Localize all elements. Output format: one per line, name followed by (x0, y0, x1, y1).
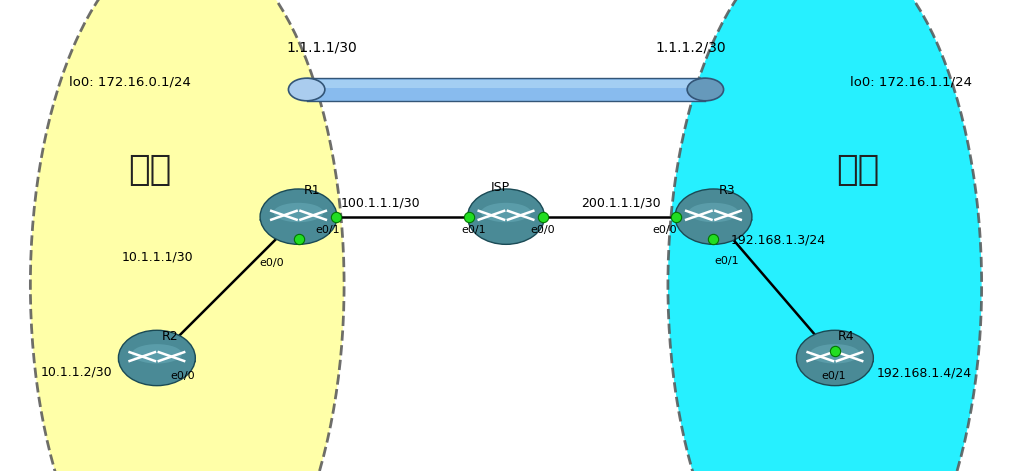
Ellipse shape (118, 330, 195, 386)
Ellipse shape (667, 0, 981, 471)
Text: e0/1: e0/1 (315, 225, 340, 235)
Ellipse shape (796, 330, 872, 386)
Ellipse shape (686, 78, 723, 101)
Text: 192.168.1.3/24: 192.168.1.3/24 (730, 234, 825, 247)
Ellipse shape (131, 344, 182, 364)
Text: 北京: 北京 (836, 153, 879, 187)
Text: e0/0: e0/0 (170, 371, 194, 381)
Ellipse shape (467, 215, 544, 225)
Ellipse shape (687, 203, 738, 222)
Ellipse shape (260, 215, 337, 225)
Text: 上海: 上海 (128, 153, 171, 187)
Point (705, 236, 721, 243)
Ellipse shape (288, 78, 325, 101)
FancyBboxPatch shape (310, 80, 701, 89)
Text: 1.1.1.1/30: 1.1.1.1/30 (286, 40, 357, 54)
Ellipse shape (674, 189, 751, 244)
Point (667, 213, 683, 220)
Ellipse shape (809, 344, 859, 364)
Text: R1: R1 (303, 184, 319, 197)
Text: R2: R2 (162, 330, 178, 343)
Ellipse shape (674, 215, 751, 225)
Point (460, 213, 476, 220)
Ellipse shape (118, 357, 195, 366)
Text: e0/1: e0/1 (821, 371, 845, 381)
Text: 10.1.1.2/30: 10.1.1.2/30 (40, 365, 112, 379)
Ellipse shape (30, 0, 344, 471)
Text: ISP: ISP (490, 181, 509, 194)
Text: R3: R3 (718, 184, 734, 197)
Text: 100.1.1.1/30: 100.1.1.1/30 (341, 196, 421, 209)
Ellipse shape (273, 203, 324, 222)
Point (535, 213, 551, 220)
Ellipse shape (467, 189, 544, 244)
Text: e0/0: e0/0 (652, 225, 676, 235)
Point (826, 347, 842, 355)
Ellipse shape (796, 357, 872, 366)
Point (290, 236, 306, 243)
Text: lo0: 172.16.0.1/24: lo0: 172.16.0.1/24 (69, 76, 190, 89)
Text: R4: R4 (837, 330, 853, 343)
FancyBboxPatch shape (306, 78, 705, 101)
Text: e0/0: e0/0 (530, 225, 554, 235)
Text: e0/1: e0/1 (714, 256, 738, 267)
Text: e0/0: e0/0 (259, 258, 283, 268)
Text: lo0: 172.16.1.1/24: lo0: 172.16.1.1/24 (849, 76, 972, 89)
Ellipse shape (260, 189, 337, 244)
Text: 10.1.1.1/30: 10.1.1.1/30 (121, 250, 193, 263)
Text: 200.1.1.1/30: 200.1.1.1/30 (580, 196, 660, 209)
Ellipse shape (480, 203, 531, 222)
Text: 192.168.1.4/24: 192.168.1.4/24 (876, 366, 971, 380)
Text: e0/1: e0/1 (461, 225, 485, 235)
Point (328, 213, 344, 220)
Text: 1.1.1.2/30: 1.1.1.2/30 (655, 40, 726, 54)
